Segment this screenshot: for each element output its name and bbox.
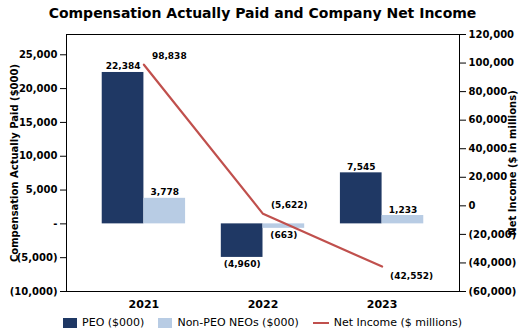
svg-text:0: 0	[469, 200, 476, 211]
svg-text:3,778: 3,778	[151, 187, 179, 197]
svg-text:60,000: 60,000	[469, 114, 508, 125]
svg-text:10,000: 10,000	[19, 150, 58, 161]
svg-text:(60,000): (60,000)	[469, 286, 517, 297]
html-text:Compensation Actually Paid and: Compensation Actually Paid and Company N…	[48, 5, 477, 21]
svg-text:120,000: 120,000	[469, 29, 515, 40]
svg-text:2023: 2023	[367, 298, 398, 311]
svg-text:(10,000): (10,000)	[10, 286, 58, 297]
svg-text:(40,000): (40,000)	[469, 257, 517, 268]
svg-text:(42,552): (42,552)	[390, 271, 433, 281]
svg-text:2021: 2021	[129, 298, 160, 311]
svg-text:20,000: 20,000	[19, 83, 58, 94]
html-text:PEO ($000): PEO ($000)	[82, 316, 145, 329]
svg-text:(5,000): (5,000)	[17, 252, 58, 263]
svg-text:(5,622): (5,622)	[271, 200, 308, 210]
svg-text:40,000: 40,000	[469, 143, 508, 154]
svg-text:1,233: 1,233	[389, 205, 417, 215]
svg-text:5,000: 5,000	[26, 184, 58, 195]
svg-text:20,000: 20,000	[469, 171, 508, 182]
svg-text:(663): (663)	[270, 230, 297, 240]
svg-text:25,000: 25,000	[19, 49, 58, 60]
svg-text:(20,000): (20,000)	[468, 228, 517, 240]
svg-text:7,545: 7,545	[347, 162, 375, 172]
svg-text:(4,960): (4,960)	[224, 259, 261, 269]
svg-text:100,000: 100,000	[469, 57, 515, 68]
svg-text:15,000: 15,000	[19, 117, 58, 128]
svg-text:Net Income ($ in millions): Net Income ($ in millions)	[507, 90, 518, 235]
svg-text:-: -	[53, 218, 57, 229]
html-text:Non-PEO NEOs ($000): Non-PEO NEOs ($000)	[177, 316, 299, 329]
svg-text:98,838: 98,838	[152, 51, 187, 61]
svg-text:Compensation Actually Paid ($0: Compensation Actually Paid ($000)	[9, 64, 20, 262]
svg-text:22,384: 22,384	[106, 61, 141, 71]
svg-text:80,000: 80,000	[469, 86, 508, 97]
html-text:Net Income ($ millions): Net Income ($ millions)	[333, 316, 462, 329]
svg-text:2022: 2022	[248, 298, 279, 311]
